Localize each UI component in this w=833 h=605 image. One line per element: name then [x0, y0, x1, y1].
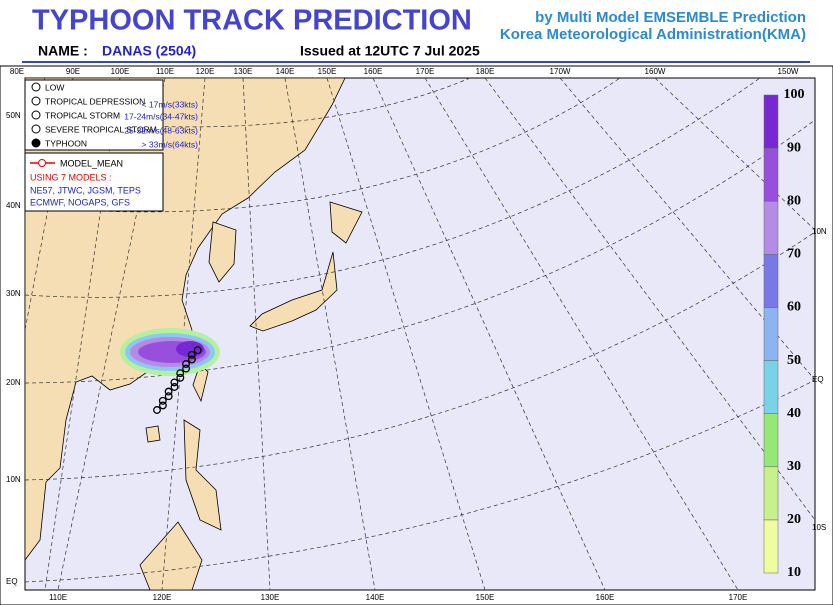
title: TYPHOON TRACK PREDICTION: [32, 5, 472, 37]
track-point: [170, 383, 179, 391]
legend: LOW TROPICAL DEPRESSION< 17m/s(33kts) TROP…: [31, 82, 199, 149]
track-point: [158, 396, 167, 405]
probability-area: [120, 328, 220, 376]
track-point: [187, 350, 196, 359]
track-point: [187, 355, 196, 364]
models-title: USING 7 MODELS :: [30, 172, 112, 182]
colorbar-label: 70: [787, 247, 801, 262]
lat-label: 30N: [6, 289, 21, 298]
lon-label: 160E: [364, 67, 383, 76]
colorbar-segment: [763, 94, 779, 149]
colorbar-label: 20: [787, 512, 801, 527]
lon-label: 110E: [49, 593, 67, 602]
colorbar-label: 60: [787, 300, 801, 315]
legend-symbol: [31, 96, 41, 106]
models: NE57, JTWC, JGSM, TEPS: [30, 185, 141, 195]
colorbar-label: 50: [787, 353, 801, 368]
legend-symbol: [31, 82, 41, 92]
lat-label: 10S: [812, 523, 826, 532]
track: [153, 346, 202, 414]
legend-label: SEVERE TROPICAL STORM: [45, 124, 157, 134]
track-point: [193, 346, 202, 355]
lon-label: 100E: [111, 67, 130, 76]
legend-label: LOW: [45, 82, 64, 92]
lon-label: 120E: [153, 593, 172, 602]
lon-label: 150W: [778, 67, 799, 76]
colorbar-segment: [763, 413, 779, 468]
lon-label: 150E: [476, 593, 495, 602]
lat-label: 50N: [6, 111, 21, 120]
models: ECMWF, NOGAPS, GFS: [30, 197, 130, 207]
lon-label: 180E: [476, 67, 495, 76]
lon-label: 80E: [10, 67, 24, 76]
lat-label: 10N: [812, 227, 827, 236]
track-point: [182, 360, 190, 368]
lon-label: 110E: [156, 67, 174, 76]
legend-symbol: [31, 110, 41, 120]
storm-name: DANAS (2504): [102, 43, 196, 59]
lon-label: 90E: [66, 67, 80, 76]
track-point: [182, 364, 191, 373]
lon-label: 160W: [645, 67, 666, 76]
legend-range: < 17m/s(33kts): [142, 99, 199, 109]
track-point: [176, 373, 185, 382]
subtitle: by Multi Model EMSEMBLE Prediction: [535, 9, 806, 26]
lon-label: 150E: [318, 67, 337, 76]
colorbar-label: 80: [787, 193, 801, 208]
colorbar-label: 40: [787, 406, 801, 421]
issued: Issued at 12UTC 7 Jul 2025: [300, 43, 480, 59]
lon-label: 140E: [276, 67, 295, 76]
lat-label: EQ: [6, 577, 18, 586]
colorbar-label: 30: [787, 459, 801, 474]
track-point: [170, 378, 179, 387]
track-point: [164, 392, 173, 401]
legend-box: [24, 79, 164, 151]
colorbar-segment: [763, 466, 779, 521]
lat-label: 40N: [6, 201, 21, 210]
track-point: [164, 387, 173, 396]
track-point: [153, 406, 161, 414]
lon-label: 160E: [596, 593, 615, 602]
mean-label: MODEL_MEAN: [60, 158, 123, 168]
colorbar-label: 100: [784, 87, 805, 102]
legend-range: > 33m/s(64kts): [142, 139, 199, 149]
name-label: NAME :: [38, 43, 88, 59]
track-point: [176, 369, 185, 378]
colorbar-label: 90: [787, 140, 801, 155]
lon-label: 130E: [261, 593, 280, 602]
lat-label: 10N: [6, 475, 21, 484]
legend-range: 25-32m/s(48-63kts): [124, 125, 198, 135]
colorbar: 10 20 30 40 50 60 70 80 90 100: [763, 87, 805, 580]
colorbar-segment: [763, 200, 779, 255]
lon-label: 140E: [366, 593, 385, 602]
legend-label: TROPICAL DEPRESSION: [45, 96, 145, 106]
colorbar-segment: [763, 254, 779, 308]
lon-label: 130E: [234, 67, 253, 76]
legend-range: 17-24m/s(34-47kts): [124, 111, 198, 121]
lon-label: 170W: [550, 67, 571, 76]
colorbar-segment: [763, 360, 779, 414]
colorbar-segment: [763, 307, 779, 361]
lon-label: 120E: [196, 67, 215, 76]
legend-label: TYPHOON: [45, 138, 87, 148]
colorbar-segment: [763, 519, 779, 574]
colorbar-segment: [763, 147, 779, 202]
colorbar-label: 10: [787, 565, 801, 580]
lat-label: 20N: [6, 378, 21, 387]
lon-label: 170E: [416, 67, 435, 76]
mean-marker: [38, 159, 46, 167]
legend-label: TROPICAL STORM: [45, 110, 120, 120]
lon-label: 170E: [729, 593, 748, 602]
legend-symbol: [31, 138, 41, 148]
track-point: [158, 401, 167, 410]
subtitle: Korea Meteorological Administration(KMA): [500, 26, 806, 43]
legend-symbol: [31, 124, 41, 134]
lat-label: EQ: [812, 375, 824, 384]
